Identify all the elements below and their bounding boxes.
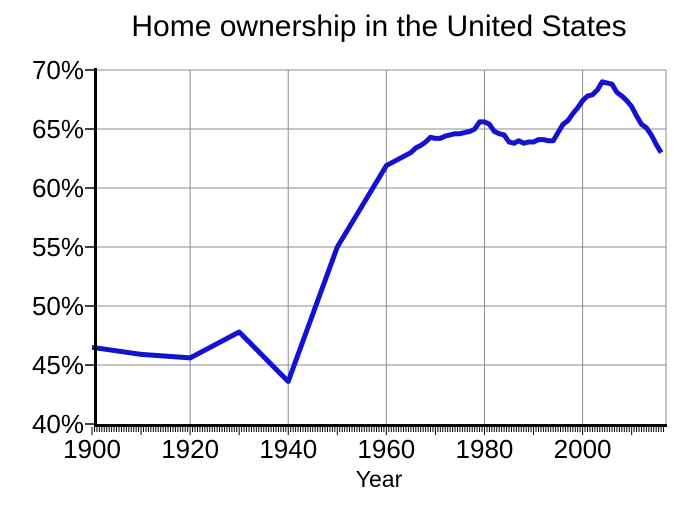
x-tick-label: 1980: [456, 434, 514, 464]
gridlines: [92, 69, 667, 424]
y-tick-label: 65%: [32, 114, 84, 144]
chart-title: Home ownership in the United States: [131, 10, 627, 43]
y-ticks: 40% 45% 50% 55% 60% 65% 70%: [32, 55, 94, 439]
x-tick-label: 2000: [554, 434, 612, 464]
y-tick-label: 70%: [32, 55, 84, 85]
x-ticks: [91, 427, 665, 435]
y-tick-label: 55%: [32, 232, 84, 262]
x-tick-label: 1900: [63, 434, 121, 464]
y-tick-label: 45%: [32, 350, 84, 380]
x-axis-title: Year: [355, 466, 403, 492]
x-tick-labels: 1900 1920 1940 1960 1980 2000: [63, 434, 611, 464]
x-tick-label: 1940: [259, 434, 317, 464]
x-tick-label: 1920: [161, 434, 219, 464]
axes: [94, 68, 667, 427]
y-tick-label: 60%: [32, 173, 84, 203]
x-tick-label: 1960: [357, 434, 415, 464]
y-tick-label: 40%: [32, 409, 84, 439]
data-line-homeownership: [91, 79, 664, 384]
y-tick-label: 50%: [32, 291, 84, 321]
